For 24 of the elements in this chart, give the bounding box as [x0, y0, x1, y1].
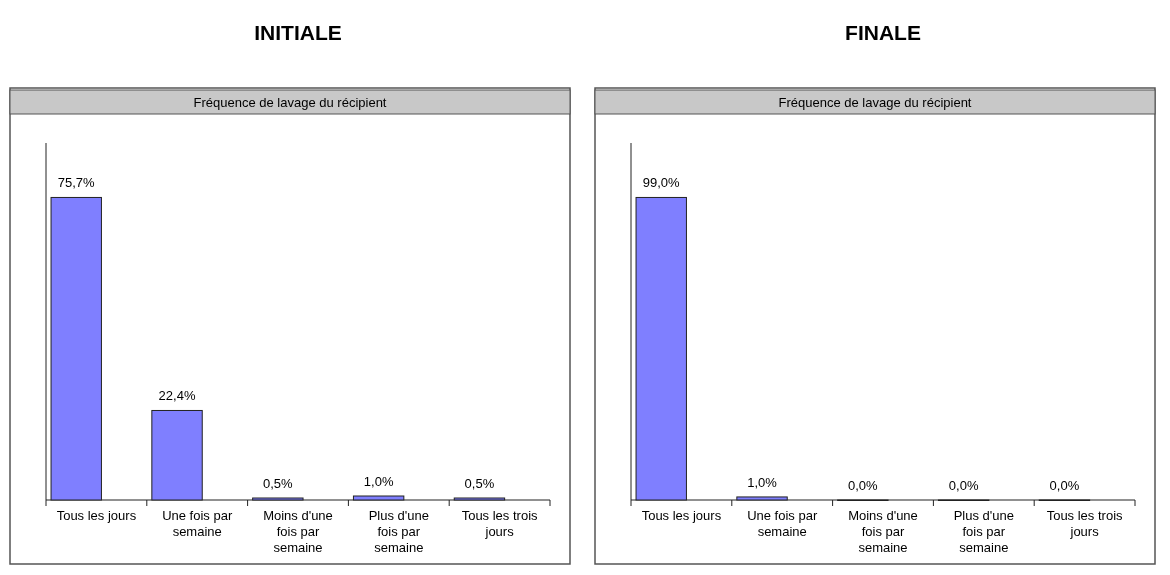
data-label: 0,0%: [848, 478, 879, 493]
data-label: 0,5%: [263, 476, 294, 491]
x-tick-label: Une fois par semaine: [747, 508, 818, 539]
chart-subtitle: Fréquence de lavage du récipient: [778, 95, 972, 110]
chart-title: FINALE: [845, 21, 921, 44]
data-label: 0,0%: [948, 478, 979, 493]
chart-title: INITIALE: [254, 21, 342, 44]
x-tick-label: Tous les jours: [641, 508, 722, 523]
x-tick-label: Moins d'une fois par semaine: [848, 508, 918, 555]
chart-subtitle: Fréquence de lavage du récipient: [193, 95, 387, 110]
x-tick-label: Tous les trois jours: [1046, 508, 1124, 539]
data-label: 99,0%: [642, 175, 681, 191]
data-label: 22,4%: [158, 388, 196, 404]
data-label: 1,0%: [363, 474, 394, 489]
data-label: 75,7%: [57, 175, 96, 191]
x-tick-label: Plus d'une fois par semaine: [953, 508, 1014, 555]
x-tick-label: Moins d'une fois par semaine: [263, 508, 333, 555]
x-tick-label: Une fois par semaine: [162, 508, 233, 539]
x-tick-label: Plus d'une fois par semaine: [368, 508, 429, 555]
data-label: 0,5%: [464, 476, 495, 491]
x-tick-label: Tous les trois jours: [461, 508, 539, 539]
data-label: 1,0%: [747, 474, 778, 490]
x-tick-label: Tous les jours: [56, 508, 137, 523]
data-label: 0,0%: [1049, 478, 1080, 493]
